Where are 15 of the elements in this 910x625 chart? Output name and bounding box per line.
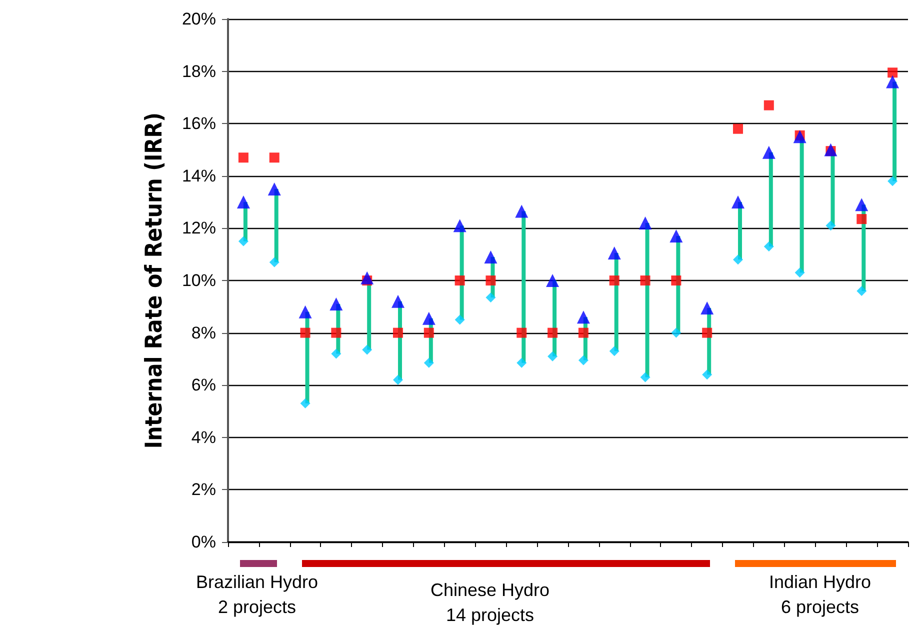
- y-tick-label: 6%: [191, 376, 216, 395]
- y-tick-label: 18%: [182, 62, 216, 81]
- y-axis-title: Internal Rate of Return (IRR): [142, 112, 168, 449]
- y-tick-label: 2%: [191, 480, 216, 500]
- y-tick-label: 4%: [191, 428, 216, 447]
- y-tick-label: 10%: [182, 271, 216, 290]
- y-tick-label: 14%: [182, 166, 216, 186]
- text: Chinese Hydro 14 projects: [429, 579, 551, 625]
- y-tick-label: 20%: [182, 10, 216, 28]
- y-tick-label: 8%: [191, 323, 216, 342]
- text: Indian Hydro 6 projects: [768, 571, 872, 619]
- y-tick-label: 0%: [191, 532, 216, 552]
- text: Brazilian Hydro 2 projects: [194, 571, 320, 619]
- y-tick-label: 16%: [182, 114, 216, 134]
- y-tick-label: 12%: [182, 218, 216, 238]
